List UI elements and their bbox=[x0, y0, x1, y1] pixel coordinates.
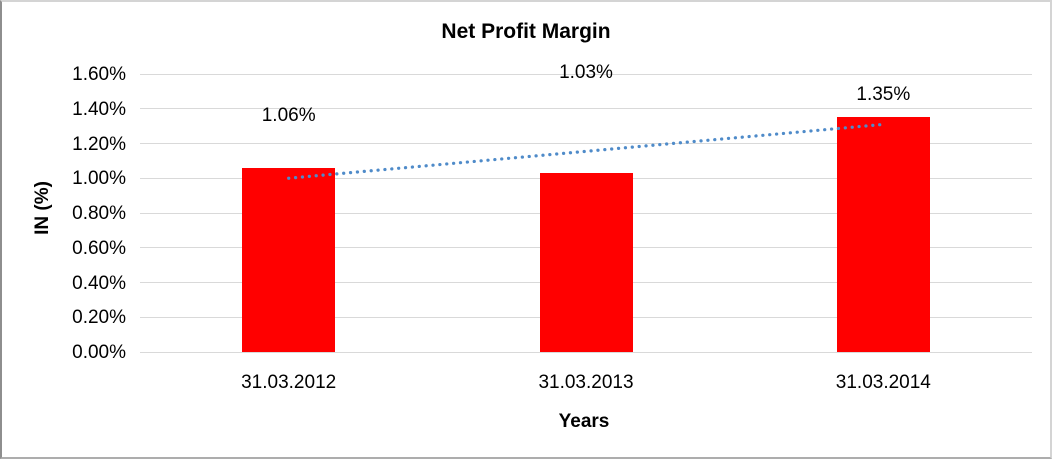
value-label: 1.03% bbox=[559, 62, 613, 83]
gridline bbox=[140, 108, 1032, 110]
x-tick-label: 31.03.2013 bbox=[538, 372, 634, 393]
x-axis-title: Years bbox=[558, 411, 610, 432]
gridline bbox=[140, 351, 1032, 353]
y-tick-label: 0.40% bbox=[72, 272, 126, 294]
bar bbox=[242, 167, 336, 352]
gridline bbox=[140, 73, 1032, 75]
chart-title: Net Profit Margin bbox=[441, 20, 611, 43]
x-tick-label: 31.03.2012 bbox=[241, 372, 337, 393]
y-tick-label: 0.60% bbox=[72, 237, 126, 259]
x-tick-label: 31.03.2014 bbox=[835, 372, 931, 393]
y-tick-label: 1.20% bbox=[72, 133, 126, 155]
y-tick-label: 1.00% bbox=[72, 168, 126, 190]
y-tick-label: 0.80% bbox=[72, 203, 126, 224]
y-tick-label: 1.40% bbox=[72, 98, 126, 120]
bar bbox=[836, 117, 930, 352]
value-label: 1.35% bbox=[856, 84, 911, 105]
value-label: 1.06% bbox=[261, 105, 316, 126]
bar bbox=[539, 173, 633, 352]
trendline bbox=[287, 122, 885, 180]
y-tick-label: 0.00% bbox=[72, 342, 126, 363]
y-tick-label: 1.60% bbox=[72, 64, 126, 85]
y-tick-label: 0.20% bbox=[72, 307, 126, 329]
